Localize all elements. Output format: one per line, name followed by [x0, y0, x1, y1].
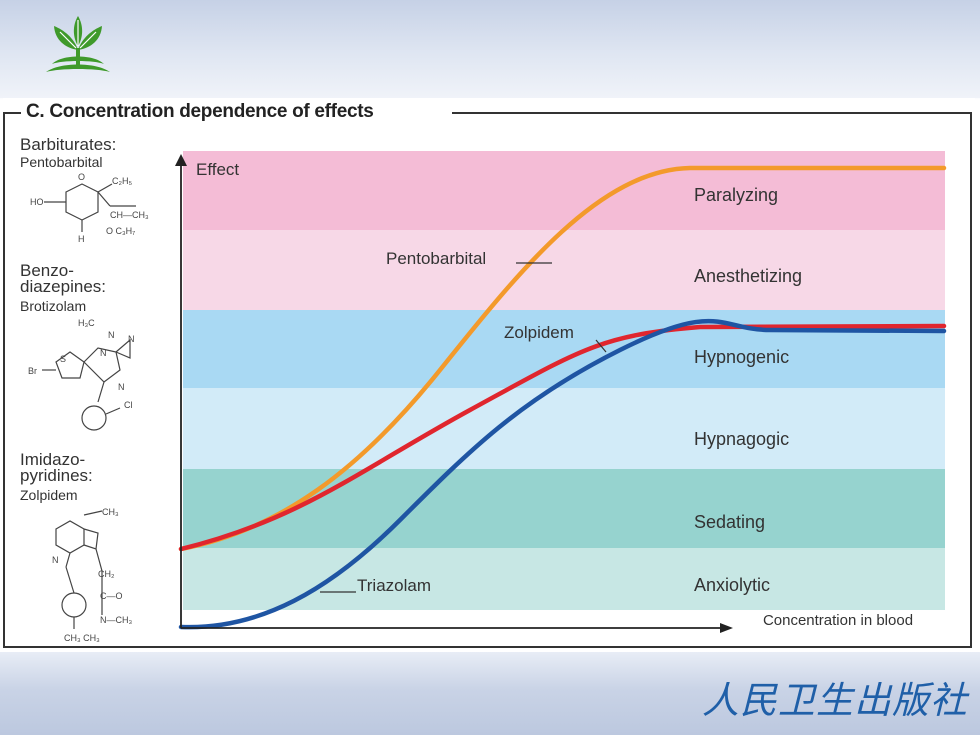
frame-top-rule-right [452, 112, 972, 114]
svg-text:N—CH₃: N—CH₃ [100, 615, 132, 625]
drug-name-zolpidem: Zolpidem [20, 487, 78, 503]
curve-label-zolpidem: Zolpidem [504, 323, 574, 342]
svg-text:O: O [78, 172, 85, 182]
svg-text:N: N [118, 382, 125, 392]
x-axis-label: Concentration in blood [735, 610, 941, 632]
band-label-hypnogenic: Hypnogenic [694, 347, 790, 367]
band-paralyzing [183, 151, 945, 230]
curve-label-pentobarbital: Pentobarbital [386, 249, 487, 268]
band-label-paralyzing: Paralyzing [694, 185, 779, 205]
svg-text:C—O: C—O [100, 591, 123, 601]
drug-name-pentobarbital: Pentobarbital [20, 154, 103, 170]
y-axis-arrowhead [175, 154, 187, 166]
svg-text:N: N [108, 330, 115, 340]
drug-class-benzodiazepines: Benzo- diazepines: [20, 261, 107, 296]
svg-text:CH₃: CH₃ [102, 507, 119, 517]
band-hypnagogic [183, 388, 945, 469]
svg-text:HO: HO [30, 197, 44, 207]
band-label-anesthetizing: Anesthetizing [694, 266, 803, 286]
band-label-anxiolytic: Anxiolytic [694, 575, 771, 595]
frame-top-rule-left [3, 112, 21, 114]
svg-text:Br: Br [28, 366, 37, 376]
curve-triazolam [178, 318, 947, 630]
svg-text:H: H [78, 234, 85, 244]
svg-text:N: N [52, 555, 59, 565]
band-sedating [183, 469, 945, 548]
publisher-wordmark: 人民卫生出版社 [702, 679, 968, 722]
svg-text:S: S [60, 354, 66, 364]
leader-zolpidem [595, 339, 607, 353]
svg-text:N: N [100, 348, 107, 358]
band-anesthetizing [183, 230, 945, 310]
curve-zolpidem [178, 323, 947, 552]
svg-text:CH₃ CH₃: CH₃ CH₃ [64, 633, 100, 643]
svg-text:CH₂: CH₂ [98, 569, 115, 579]
band-label-sedating: Sedating [694, 512, 766, 532]
svg-text:O C₃H₇: O C₃H₇ [106, 226, 135, 236]
svg-text:N: N [128, 334, 135, 344]
svg-text:CH—CH₃: CH—CH₃ [110, 210, 149, 220]
svg-text:C₂H₅: C₂H₅ [112, 176, 132, 186]
panel-title: C. Concentration dependence of effects [26, 101, 374, 122]
green-leaf-logo [46, 16, 110, 72]
svg-text:H₃C: H₃C [78, 318, 95, 328]
x-axis-arrowhead [720, 623, 733, 633]
band-hypnogenic [183, 310, 945, 388]
svg-text:Cl: Cl [124, 400, 133, 410]
slide-footer-band [0, 652, 980, 735]
slide-header-band [0, 0, 980, 98]
band-label-hypnagogic: Hypnagogic [694, 429, 790, 449]
figure-frame [3, 112, 972, 648]
band-anxiolytic [183, 548, 945, 610]
y-axis-label: Effect [196, 160, 240, 179]
curve-label-triazolam: Triazolam [357, 576, 431, 595]
drug-class-imidazopyridines: Imidazo- pyridines: [20, 450, 93, 485]
drug-class-barbiturates: Barbiturates: [20, 135, 117, 154]
pentobarbital-structure: HO O C₂H₅ CH—CH₃ H O C₃H₇ [30, 172, 149, 244]
drug-name-brotizolam: Brotizolam [20, 298, 87, 314]
